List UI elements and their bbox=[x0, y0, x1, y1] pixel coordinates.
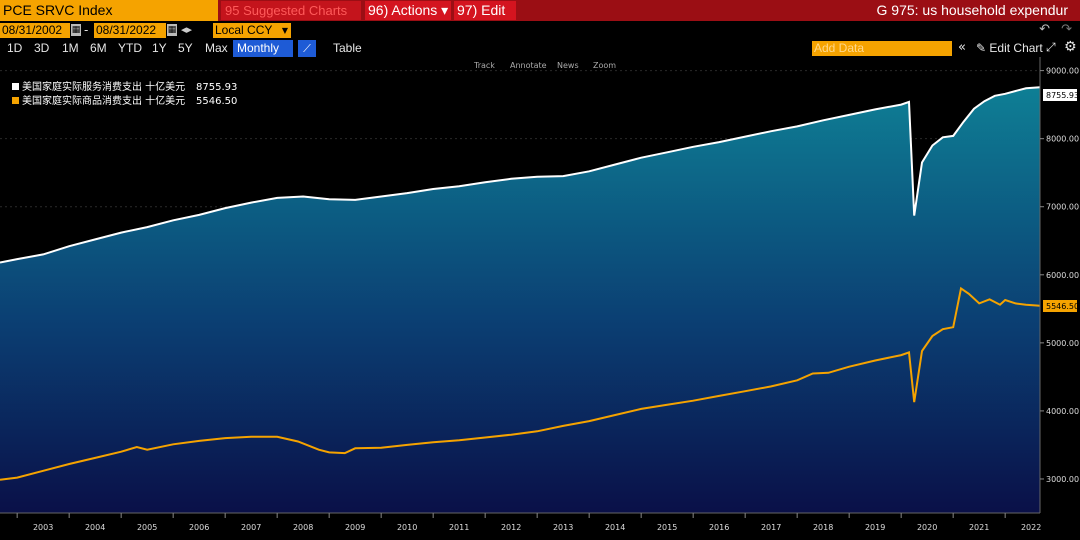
x-tick-label: 2008 bbox=[293, 523, 313, 532]
legend-label-goods: 美国家庭实际商品消费支出 十亿美元 bbox=[22, 94, 185, 107]
line-chart-icon[interactable]: ⟋ bbox=[298, 40, 316, 57]
x-tick-label: 2015 bbox=[657, 523, 677, 532]
services-last-value-flag: 8755.93 bbox=[1043, 89, 1079, 101]
x-tick-label: 2018 bbox=[813, 523, 833, 532]
calendar-icon[interactable]: ▦ bbox=[167, 24, 177, 36]
chart-title: G 975: us household expendur bbox=[876, 2, 1068, 18]
x-tick-label: 2017 bbox=[761, 523, 781, 532]
redo-icon[interactable]: ↷ bbox=[1061, 22, 1072, 37]
x-tick-label: 2007 bbox=[241, 523, 261, 532]
services-last-value: 8755.93 bbox=[1046, 91, 1079, 100]
x-tick-label: 2021 bbox=[969, 523, 989, 532]
zoom-tool[interactable]: Zoom bbox=[593, 61, 616, 70]
annotate-tool[interactable]: Annotate bbox=[510, 61, 547, 70]
top-toolbar: PCE SRVC Index 95 Suggested Charts 96) A… bbox=[0, 0, 1080, 37]
undo-icon[interactable]: ↶ bbox=[1039, 22, 1050, 37]
edit-chart-button[interactable]: ✎ Edit Chart bbox=[976, 41, 1043, 55]
frequency-select[interactable]: Monthly ▼ bbox=[233, 40, 293, 72]
track-tool[interactable]: Track bbox=[473, 61, 495, 70]
y-tick-label: 3000.00 bbox=[1046, 475, 1079, 484]
end-date-field[interactable]: 08/31/2022 bbox=[94, 23, 166, 38]
date-separator: - bbox=[84, 23, 89, 37]
period-max[interactable]: Max bbox=[205, 41, 228, 55]
period-6m[interactable]: 6M bbox=[90, 41, 107, 55]
edit-menu[interactable]: 97) Edit ▾ bbox=[454, 1, 516, 37]
x-tick-label: 2004 bbox=[85, 523, 105, 532]
y-axis: 3000.00 4000.00 5000.00 6000.00 7000.00 8000.… bbox=[1040, 67, 1079, 484]
y-tick-label: 7000.00 bbox=[1046, 203, 1079, 212]
x-tick-label: 2022 bbox=[1021, 523, 1041, 532]
period-5y[interactable]: 5Y bbox=[178, 41, 193, 55]
add-data-input[interactable]: Add Data bbox=[812, 41, 952, 56]
legend: 美国家庭实际服务消费支出 十亿美元 8755.93 美国家庭实际商品消费支出 十… bbox=[12, 80, 237, 107]
legend-label-services: 美国家庭实际服务消费支出 十亿美元 bbox=[22, 80, 185, 93]
y-tick-label: 4000.00 bbox=[1046, 407, 1079, 416]
x-tick-label: 2014 bbox=[605, 523, 625, 532]
edit-chart-label: Edit Chart bbox=[989, 41, 1043, 55]
services-series-line[interactable] bbox=[0, 86, 1041, 264]
start-date-field[interactable]: 08/31/2002 bbox=[0, 23, 70, 38]
gear-icon[interactable]: ⚙ bbox=[1064, 39, 1077, 55]
range-nav-arrows-icon[interactable]: ◂▸ bbox=[181, 23, 193, 36]
services-area-fill bbox=[0, 87, 1040, 513]
legend-swatch-services bbox=[12, 83, 19, 90]
period-ytd[interactable]: YTD bbox=[118, 41, 142, 55]
resize-icon[interactable]: ⤢ bbox=[1046, 40, 1056, 54]
goods-last-value-flag: 5546.50 bbox=[1043, 300, 1079, 312]
x-tick-label: 2005 bbox=[137, 523, 157, 532]
table-button[interactable]: Table bbox=[333, 41, 362, 55]
goods-last-value: 5546.50 bbox=[1046, 302, 1079, 311]
y-tick-label: 9000.00 bbox=[1046, 67, 1079, 76]
y-tick-label: 5000.00 bbox=[1046, 339, 1079, 348]
chart-area[interactable]: 3000.00 4000.00 5000.00 6000.00 7000.00 8000.… bbox=[0, 57, 1080, 540]
period-row: 1D 3D 1M 6M YTD 1Y 5Y Max Monthly ▼ ⟋ Ta… bbox=[0, 39, 1080, 72]
x-tick-label: 2020 bbox=[917, 523, 937, 532]
x-tick-label: 2013 bbox=[553, 523, 573, 532]
legend-swatch-goods bbox=[12, 97, 19, 104]
x-tick-label: 2019 bbox=[865, 523, 885, 532]
date-range-row: 08/31/2002 ▦ - 08/31/2022 ▦ ◂▸ Local CCY… bbox=[0, 21, 1080, 39]
x-tick-label: 2010 bbox=[397, 523, 417, 532]
collapse-icon[interactable]: « bbox=[958, 40, 966, 55]
chart-tools: Track Annotate News Zoom bbox=[473, 61, 616, 70]
x-tick-label: 2012 bbox=[501, 523, 521, 532]
period-1m[interactable]: 1M bbox=[62, 41, 79, 55]
period-1y[interactable]: 1Y bbox=[152, 41, 167, 55]
goods-series-line[interactable] bbox=[0, 286, 1041, 481]
legend-value-goods: 5546.50 bbox=[196, 96, 237, 107]
currency-select[interactable]: Local CCY bbox=[213, 23, 279, 38]
x-tick-label: 2011 bbox=[449, 523, 469, 532]
security-field[interactable]: PCE SRVC Index bbox=[0, 0, 218, 21]
y-tick-label: 8000.00 bbox=[1046, 135, 1079, 144]
x-tick-label: 2009 bbox=[345, 523, 365, 532]
period-3d[interactable]: 3D bbox=[34, 41, 50, 55]
legend-value-services: 8755.93 bbox=[196, 82, 237, 93]
chevron-down-icon[interactable]: ▼ bbox=[279, 23, 291, 38]
suggested-charts-button[interactable]: 95 Suggested Charts bbox=[221, 1, 361, 20]
x-tick-label: 2003 bbox=[33, 523, 53, 532]
y-tick-label: 6000.00 bbox=[1046, 271, 1079, 280]
period-1d[interactable]: 1D bbox=[7, 41, 23, 55]
x-tick-label: 2006 bbox=[189, 523, 209, 532]
calendar-icon[interactable]: ▦ bbox=[71, 24, 81, 36]
actions-menu[interactable]: 96) Actions ▾ bbox=[365, 1, 451, 20]
x-axis: 2003 2004 2005 2006 2007 2008 2009 2010 2011 2012… bbox=[16, 513, 1041, 532]
x-tick-label: 2016 bbox=[709, 523, 729, 532]
news-tool[interactable]: News bbox=[557, 61, 579, 70]
